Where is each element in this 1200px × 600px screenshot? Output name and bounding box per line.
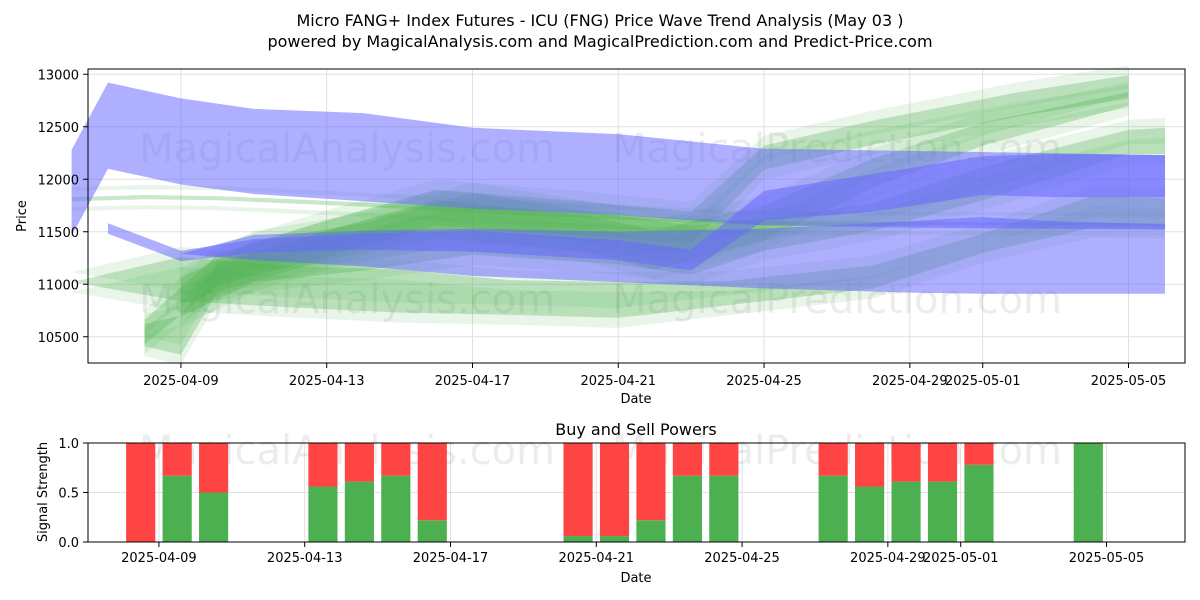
buy-power-bar [162, 475, 192, 542]
buy-power-bar [855, 486, 885, 542]
power-x-tick-label: 2025-04-21 [558, 551, 634, 566]
buy-power-bar [199, 492, 229, 542]
buy-power-bar [381, 475, 411, 542]
sell-power-bar [126, 443, 156, 542]
buy-power-bar [818, 475, 848, 542]
price-plot: MagicalAnalysis.com MagicalPrediction.co… [15, 65, 1186, 407]
sell-power-bar [927, 443, 958, 482]
buy-power-bar [308, 486, 338, 542]
price-y-axis-label: Price [15, 200, 30, 232]
watermark-analysis-mid: MagicalAnalysis.com [139, 277, 555, 323]
price-y-tick-label: 12000 [38, 173, 79, 188]
sell-power-bar [818, 443, 848, 476]
sell-power-bar [308, 443, 338, 487]
power-plot-title: Buy and Sell Powers [555, 420, 717, 439]
sell-power-bar [417, 443, 447, 521]
green-wave-band-0 [71, 186, 1166, 308]
buy-power-bar [344, 481, 374, 542]
buy-power-bar [417, 520, 447, 542]
sell-power-bar [599, 443, 630, 537]
price-y-tick-label: 12500 [38, 121, 79, 136]
price-y-ticks: 10500 11000 11500 12000 12500 13000 [38, 68, 88, 346]
green-wave-band-2 [144, 82, 1129, 345]
sell-power-bar [709, 443, 739, 476]
price-x-ticks: 2025-04-09 2025-04-13 2025-04-17 2025-04-21… [143, 363, 1166, 389]
sell-power-bar [891, 443, 921, 482]
price-x-tick-label: 2025-04-29 [872, 374, 948, 389]
price-x-tick-label: 2025-04-17 [435, 374, 511, 389]
chart-subtitle: powered by MagicalAnalysis.com and Magic… [267, 32, 932, 51]
power-y-ticks: 0.0 0.5 1.0 [58, 437, 88, 551]
sell-power-bar [636, 443, 666, 521]
price-plot-frame [87, 68, 1186, 364]
buy-power-bar [599, 536, 630, 542]
price-y-tick-label: 11000 [38, 278, 79, 293]
price-x-tick-label: 2025-04-21 [580, 374, 656, 389]
buy-power-bar [636, 520, 666, 542]
price-x-tick-label: 2025-04-25 [726, 374, 802, 389]
power-x-tick-label: 2025-04-17 [413, 551, 489, 566]
sell-power-bar [381, 443, 411, 476]
price-bands [71, 65, 1166, 365]
green-wave-band-1 [180, 127, 1165, 317]
power-x-tick-label: 2025-05-01 [923, 551, 999, 566]
sell-power-bar [855, 443, 885, 487]
power-x-tick-label: 2025-05-05 [1069, 551, 1145, 566]
power-bars [126, 443, 1103, 542]
green-wave-band-4 [71, 205, 1166, 236]
green-wave-band-1 [180, 117, 1165, 307]
power-y-tick-label: 0.5 [58, 487, 79, 502]
buy-power-bar [672, 475, 702, 542]
price-y-tick-label: 11500 [38, 226, 79, 241]
price-x-tick-label: 2025-04-13 [289, 374, 365, 389]
power-x-tick-label: 2025-04-09 [121, 551, 197, 566]
green-wave-band-0 [71, 196, 1166, 318]
power-x-tick-label: 2025-04-13 [267, 551, 343, 566]
power-x-axis-label: Date [620, 571, 651, 586]
sell-power-bar [672, 443, 702, 476]
power-y-axis-label: Signal Strength [36, 442, 51, 542]
price-y-tick-label: 10500 [38, 331, 79, 346]
power-x-tick-label: 2025-04-29 [850, 551, 926, 566]
chart-title: Micro FANG+ Index Futures - ICU (FNG) Pr… [297, 11, 904, 30]
sell-power-bar [964, 443, 994, 465]
sell-power-bar [199, 443, 229, 493]
price-x-tick-label: 2025-05-05 [1091, 374, 1167, 389]
sell-power-bar [162, 443, 192, 476]
price-x-tick-label: 2025-05-01 [945, 374, 1021, 389]
price-x-axis-label: Date [620, 392, 651, 407]
buy-power-bar [1073, 443, 1103, 542]
power-x-tick-label: 2025-04-25 [704, 551, 780, 566]
price-y-tick-label: 13000 [38, 68, 79, 83]
power-plot: Buy and Sell Powers MagicalAnalysis.com … [36, 420, 1186, 586]
power-y-tick-label: 1.0 [58, 437, 79, 452]
buy-power-bar [563, 536, 593, 542]
price-x-tick-label: 2025-04-09 [143, 374, 219, 389]
power-x-ticks: 2025-04-09 2025-04-13 2025-04-17 2025-04-21… [121, 542, 1144, 566]
sell-power-bar [563, 443, 593, 537]
buy-power-bar [964, 464, 994, 542]
green-wave-band-4 [71, 195, 1166, 226]
power-y-tick-label: 0.0 [58, 536, 79, 551]
green-wave-band-0 [71, 206, 1166, 328]
buy-power-bar [891, 481, 921, 542]
buy-power-bar [709, 475, 739, 542]
blue-wave-band-2 [108, 154, 1165, 271]
buy-power-bar [927, 481, 958, 542]
sell-power-bar [344, 443, 374, 482]
